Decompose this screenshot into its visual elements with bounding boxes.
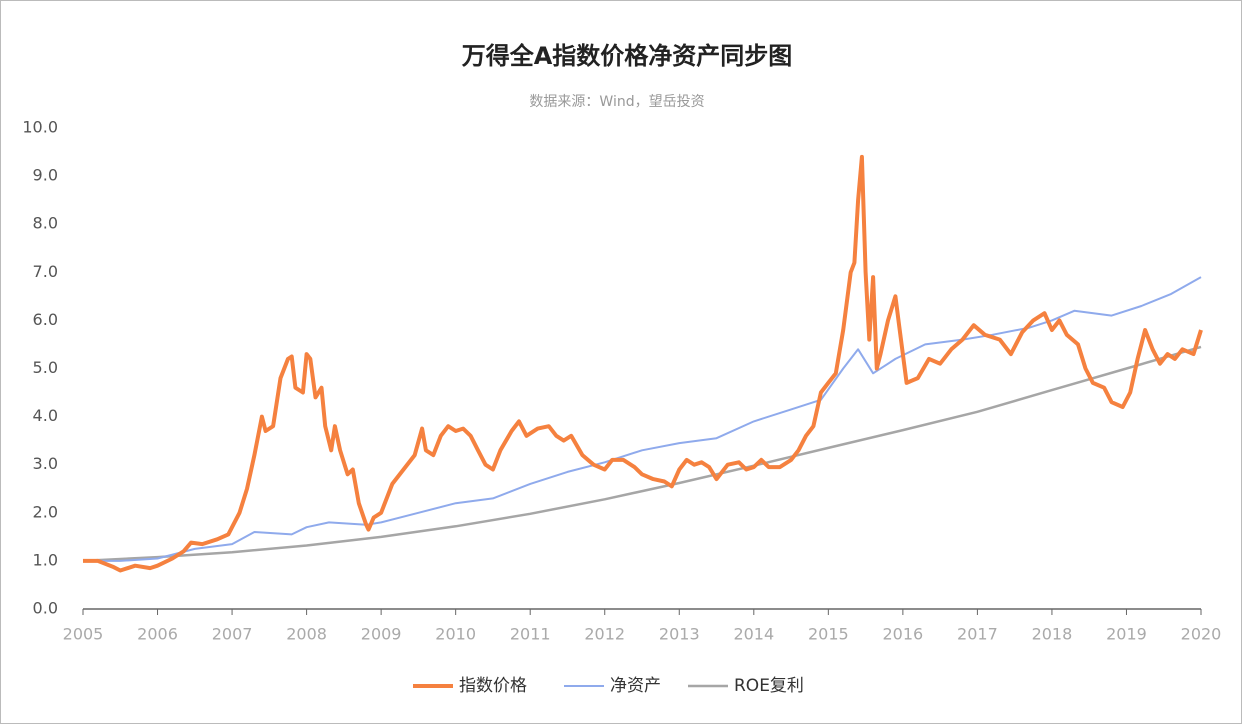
x-tick-label: 2006 — [137, 625, 178, 644]
x-tick-label: 2020 — [1181, 625, 1222, 644]
x-tick-label: 2015 — [808, 625, 849, 644]
legend-label: ROE复利 — [734, 676, 804, 696]
chart-title: 万得全A指数价格净资产同步图 — [462, 42, 793, 70]
y-tick-label: 1.0 — [33, 550, 58, 569]
x-tick-label: 2008 — [286, 625, 327, 644]
x-tick-label: 2007 — [212, 625, 253, 644]
y-tick-label: 6.0 — [33, 310, 58, 329]
y-tick-label: 7.0 — [33, 262, 58, 281]
y-tick-label: 10.0 — [22, 118, 58, 137]
y-tick-label: 0.0 — [33, 599, 58, 618]
x-tick-label: 2019 — [1106, 625, 1147, 644]
series-line — [83, 276, 1202, 562]
y-tick-label: 4.0 — [33, 406, 58, 425]
chart-subtitle: 数据来源：Wind，望岳投资 — [529, 94, 704, 110]
series-line — [83, 154, 1203, 573]
x-tick-label: 2011 — [510, 625, 551, 644]
x-tick-label: 2009 — [361, 625, 402, 644]
x-tick-label: 2017 — [957, 625, 998, 644]
y-tick-label: 8.0 — [33, 214, 58, 233]
x-tick-label: 2014 — [733, 625, 774, 644]
legend-label: 指数价格 — [459, 676, 527, 696]
legend-label: 净资产 — [610, 676, 661, 696]
series-line — [82, 345, 1202, 563]
x-tick-label: 2018 — [1032, 625, 1073, 644]
x-tick-label: 2013 — [659, 625, 700, 644]
x-tick-label: 2005 — [63, 625, 104, 644]
y-tick-label: 2.0 — [33, 502, 58, 521]
y-tick-label: 9.0 — [33, 166, 58, 185]
x-tick-label: 2012 — [584, 625, 625, 644]
x-tick-label: 2016 — [883, 625, 924, 644]
y-tick-label: 3.0 — [33, 454, 58, 473]
y-tick-label: 5.0 — [33, 358, 58, 377]
x-tick-label: 2010 — [435, 625, 476, 644]
